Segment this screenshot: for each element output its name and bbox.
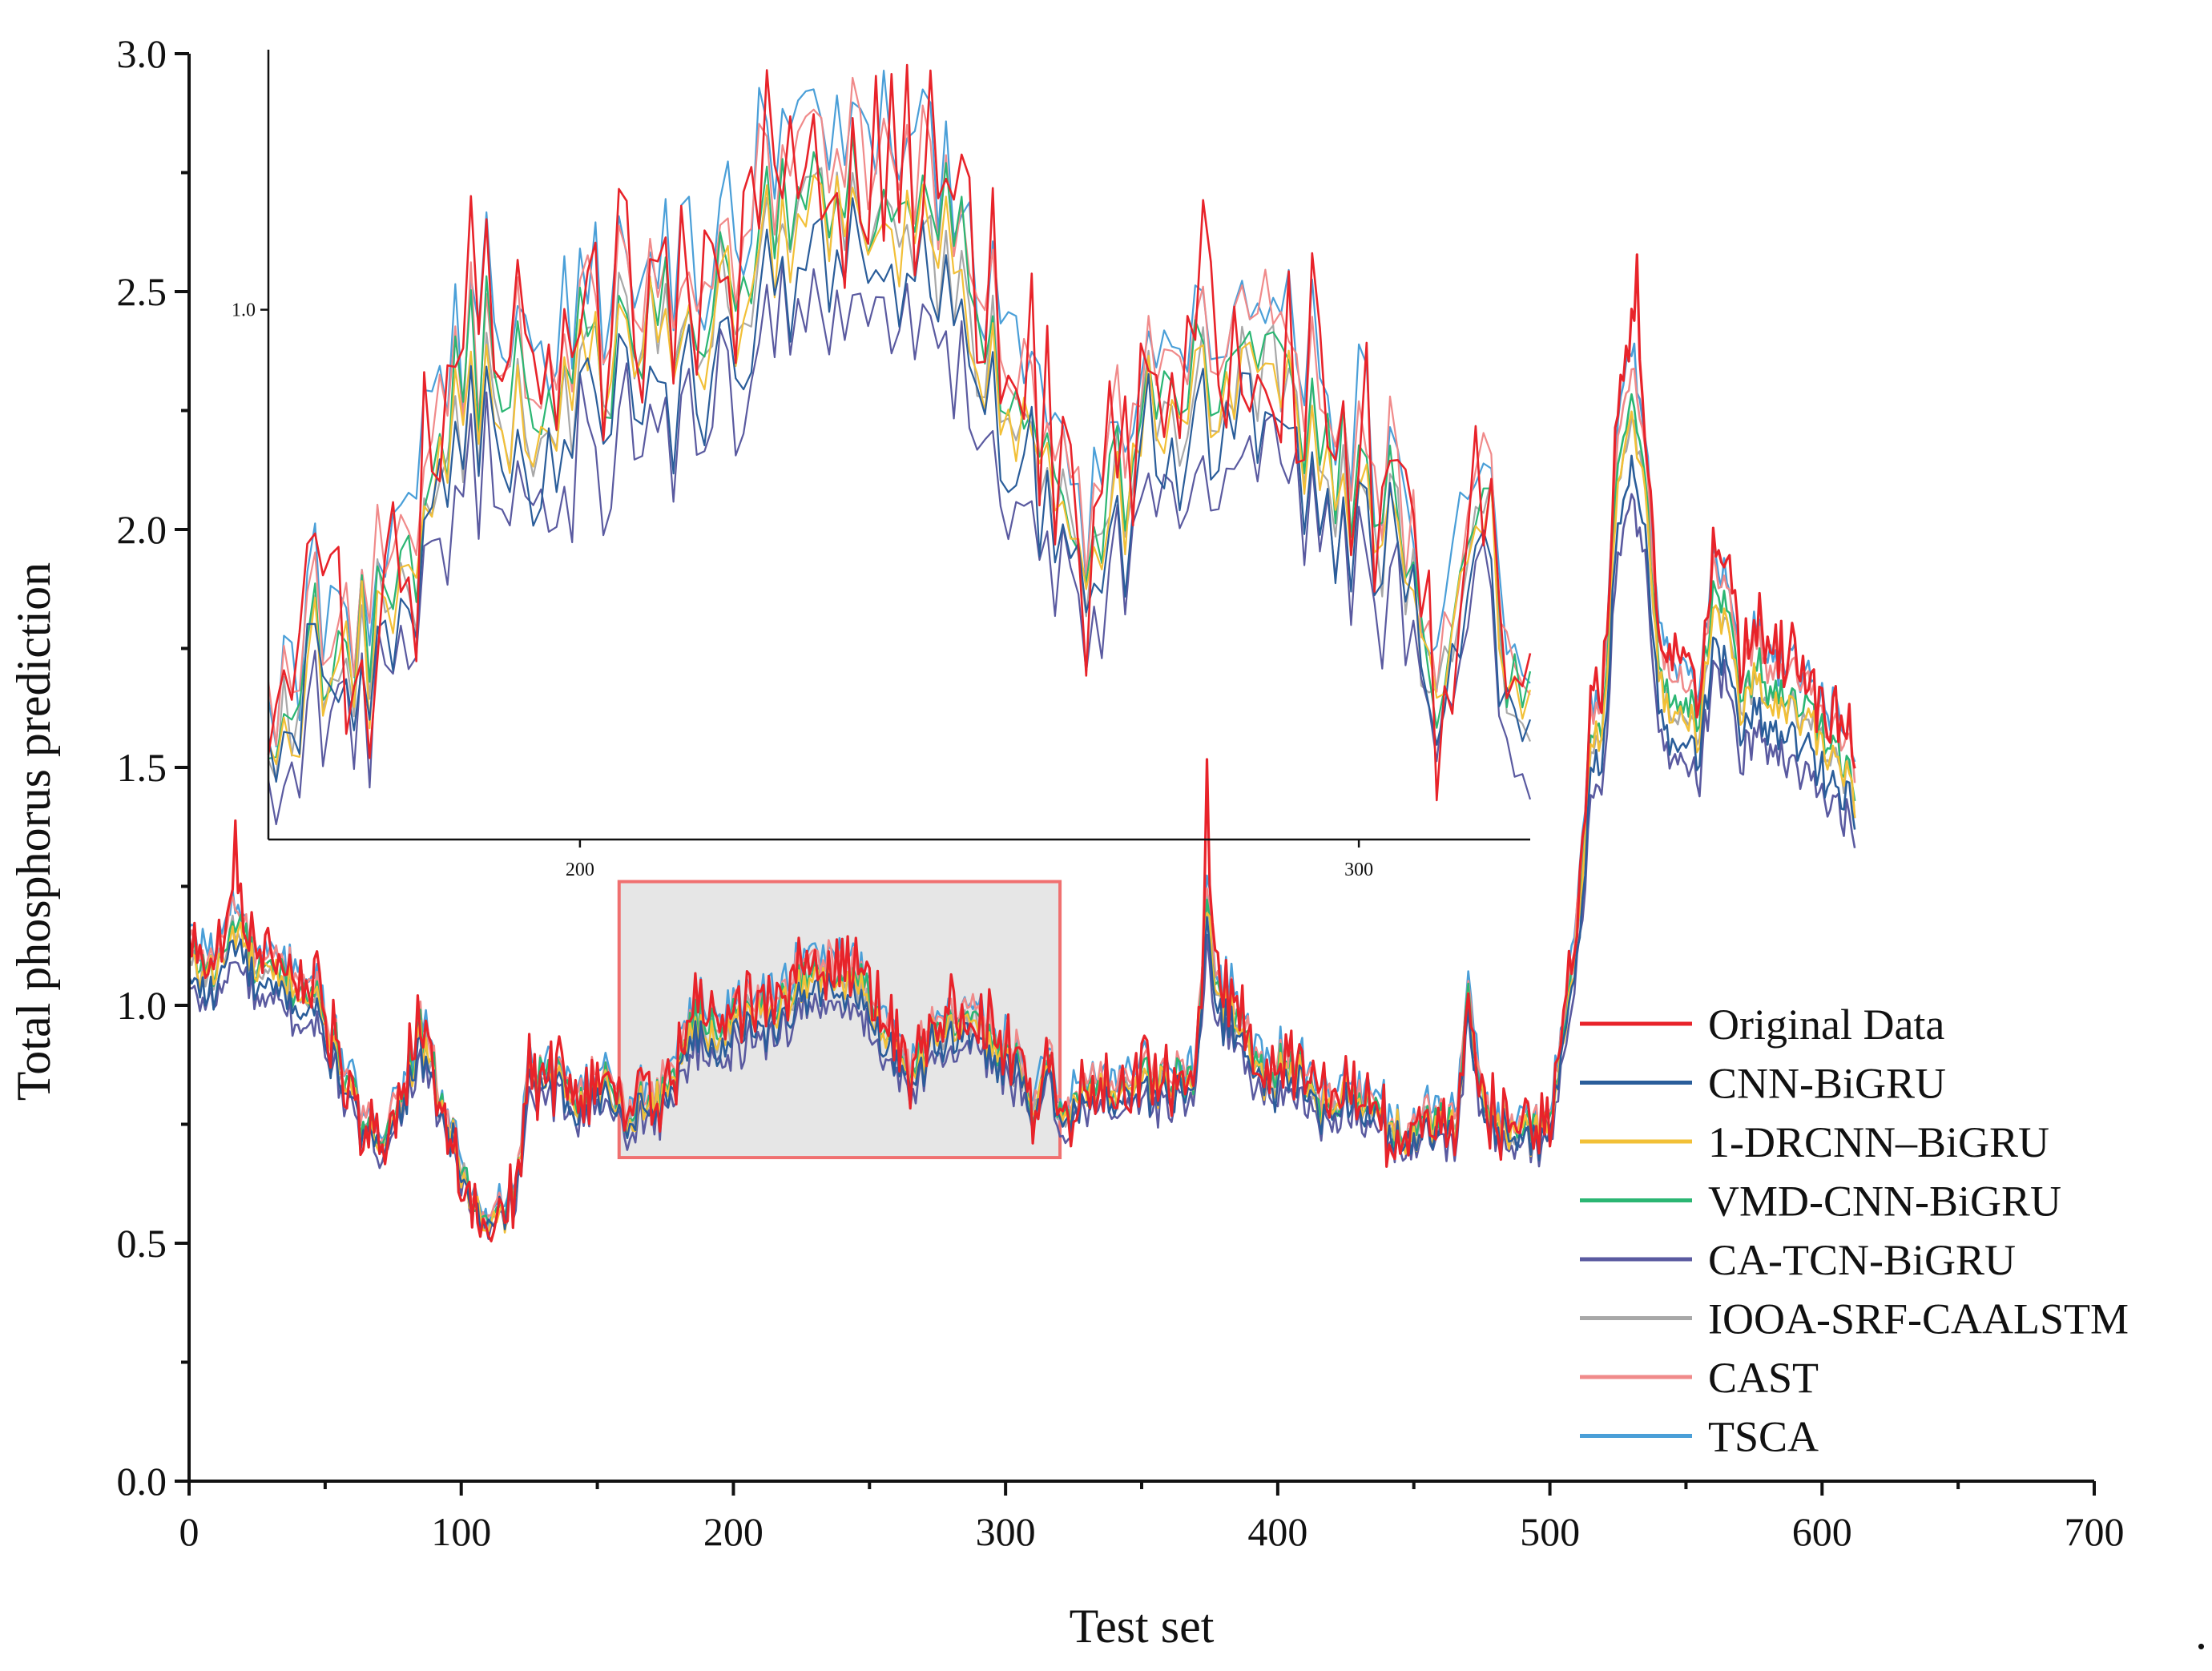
inset-x-tick-label: 200	[566, 860, 594, 880]
x-axis-title: Test set	[1070, 1600, 1215, 1653]
x-tick-label: 500	[1520, 1509, 1580, 1554]
y-tick-label: 0.5	[117, 1221, 167, 1266]
legend-label: VMD-CNN-BiGRU	[1708, 1178, 2061, 1226]
trailing-period: .	[2195, 1606, 2207, 1659]
inset-series-line-1-drcnn-bigru	[267, 174, 1532, 766]
x-tick-label: 300	[976, 1509, 1036, 1554]
x-tick-label: 700	[2065, 1509, 2125, 1554]
legend-label: CA-TCN-BiGRU	[1708, 1236, 2016, 1284]
legend-label: CAST	[1708, 1354, 1819, 1402]
inset-series-line-original-data	[267, 63, 1532, 802]
inset-ticks: 200 300 1.0	[232, 300, 1373, 880]
y-tick-label: 2.0	[117, 507, 167, 552]
inset-series-line-cnn-bigru	[267, 197, 1532, 783]
inset-series-line-iooa-srf-caalstm	[267, 167, 1532, 781]
x-tick-label: 100	[431, 1509, 491, 1554]
legend-label: CNN-BiGRU	[1708, 1060, 1946, 1108]
y-tick-label: 0.0	[117, 1459, 167, 1504]
inset-series-line-tsca	[267, 69, 1531, 748]
legend-label: TSCA	[1708, 1413, 1819, 1461]
y-ticks: 0.0 0.5 1.0 1.5 2.0 2.5 3.0	[117, 31, 189, 1504]
x-tick-label: 600	[1792, 1509, 1852, 1554]
inset-y-tick-label: 1.0	[232, 300, 256, 321]
legend-label: IOOA-SRF-CAALSTM	[1708, 1295, 2129, 1343]
x-tick-label: 0	[179, 1509, 199, 1554]
inset-zoom-plot: 200 300 1.0	[232, 50, 1532, 880]
series-line-original-data	[187, 253, 1856, 1242]
inset-series-line-vmd-cnn-bigru	[268, 135, 1532, 760]
y-axis-title: Total phosphorus prediction	[7, 562, 60, 1101]
inset-series-line-ca-tcn-bigru	[267, 260, 1532, 826]
main-plot-series	[187, 253, 1856, 1242]
x-tick-label: 200	[703, 1509, 764, 1554]
inset-x-tick-label: 300	[1344, 860, 1373, 880]
y-tick-label: 1.5	[117, 745, 167, 790]
legend-label: 1-DRCNN–BiGRU	[1708, 1118, 2049, 1166]
x-tick-label: 400	[1247, 1509, 1307, 1554]
y-tick-label: 1.0	[117, 983, 167, 1028]
x-ticks: 0 100 200 300 400 500 600 700	[179, 1481, 2125, 1554]
legend: Original Data CNN-BiGRU 1-DRCNN–BiGRU VMD-C…	[1580, 1001, 2129, 1461]
y-tick-label: 2.5	[117, 269, 167, 314]
y-tick-label: 3.0	[117, 31, 167, 76]
legend-label: Original Data	[1708, 1001, 1944, 1049]
inset-series	[267, 63, 1532, 826]
